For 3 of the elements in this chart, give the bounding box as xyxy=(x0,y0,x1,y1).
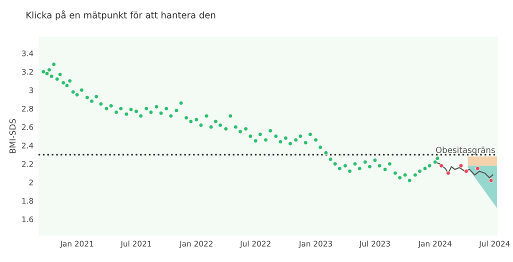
chart-title: Klicka på en mätpunkt för att hantera den xyxy=(26,10,216,20)
y-axis-title: BMI-SDS xyxy=(9,119,16,154)
ref-line-label: Obesitasgräns xyxy=(436,146,495,155)
